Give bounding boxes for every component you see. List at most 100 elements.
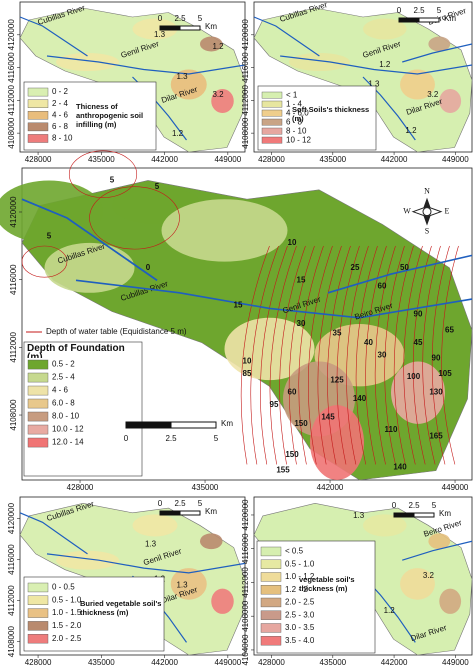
unit-label: 1.3 [353, 511, 365, 520]
unit-label: 1.2 [212, 42, 224, 51]
class-patch [132, 18, 178, 40]
contour-label: 95 [270, 400, 279, 409]
water-table-contour [412, 245, 432, 465]
water-table-contour [298, 245, 324, 465]
legend-label: 0.5 - 2 [52, 360, 75, 369]
scale-bar [179, 25, 201, 31]
legend-label: 6 - 8 [286, 117, 303, 126]
legend-title-text: Depth of Foundation (m) [27, 344, 125, 358]
y-tick-label: 4112000 [7, 585, 16, 616]
y-tick-label: 4116000 [7, 544, 16, 575]
scale-label: 2.5 [165, 434, 177, 443]
scale-label: 0 [158, 14, 163, 23]
x-tick-label: 442000 [151, 155, 178, 164]
legend-label: 2.5 - 3.0 [285, 610, 315, 619]
legend-swatch [27, 359, 49, 370]
legend-label: 3.5 - 4.0 [285, 636, 315, 645]
scale-label: 5 [214, 434, 219, 443]
contour-label: 5 [110, 176, 115, 185]
contour-label: 110 [385, 425, 398, 434]
water-table-contour [346, 245, 369, 465]
class-patch [292, 236, 382, 287]
water-table-contour [365, 245, 387, 465]
water-table-contour [431, 245, 450, 465]
legend-label: 0.5 - 1.0 [285, 559, 315, 568]
y-tick-label: 4108000 [7, 117, 16, 149]
water-table-contour [317, 245, 342, 465]
y-tick-label: 4108000 [241, 117, 250, 149]
legend-label: 2 - 4 [52, 99, 69, 108]
water-table-contour [308, 245, 333, 465]
scale-label: 2.5 [408, 501, 420, 510]
scale-unit: Km [205, 22, 217, 31]
x-tick-label: 449000 [442, 483, 469, 492]
water-table-contour [374, 245, 396, 465]
line-legend-label: Depth of water table (Equidistance 5 m) [46, 327, 187, 336]
x-tick-label: 449000 [442, 155, 469, 164]
scale-bar [159, 25, 181, 31]
legend-label: 3.0 - 3.5 [285, 623, 315, 632]
scale-label: 0 [392, 501, 397, 510]
x-tick-label: 435000 [88, 658, 115, 667]
legend-label: 8.0 - 10 [52, 412, 80, 421]
legend-title: Thicness of anthropogenic soil infilling… [76, 102, 143, 129]
y-tick-label: 4108000 [241, 600, 250, 632]
scale-bar [125, 421, 172, 429]
x-tick-label: 435000 [192, 483, 219, 492]
river [46, 55, 246, 75]
river [46, 553, 246, 574]
water-table-contour [422, 245, 441, 465]
legend-label: 10.0 - 12 [52, 425, 84, 434]
scale-label: 0 [158, 499, 163, 508]
x-tick-label: 435000 [88, 155, 115, 164]
scale-label: 5 [432, 501, 437, 510]
class-patch [200, 36, 223, 52]
water-table-contour [21, 245, 68, 278]
legend-swatch [27, 608, 49, 618]
river [21, 198, 158, 281]
scale-label: 2.5 [174, 14, 186, 23]
legend-swatch [260, 623, 282, 633]
x-tick-label: 449000 [442, 658, 469, 667]
y-tick-label: 4116000 [9, 264, 18, 295]
y-tick-label: 4116000 [7, 52, 16, 83]
contour-label: 0 [146, 263, 151, 272]
y-tick-label: 4120000 [9, 196, 18, 228]
river [327, 254, 473, 294]
legend-title-text: vegetable soil's thickness (m) [299, 574, 355, 593]
class-patch [170, 568, 207, 600]
contour-label: 145 [321, 413, 335, 422]
scale-label: 5 [437, 6, 442, 15]
x-tick-label: 435000 [319, 155, 346, 164]
legend-swatch [27, 424, 49, 435]
legend-swatch [27, 582, 49, 593]
y-tick-label: 4120000 [7, 19, 16, 51]
scale-bar [393, 512, 415, 518]
y-tick-label: 4120000 [7, 502, 16, 534]
legend-label: 1 - 4 [286, 99, 303, 108]
scale-unit: Km [221, 419, 233, 428]
water-table-contour [441, 245, 459, 465]
contour-label: 10 [288, 238, 297, 247]
contour-label: 25 [351, 263, 360, 272]
y-tick-label: 4112000 [9, 332, 18, 363]
legend-swatch [260, 572, 282, 582]
y-tick-label: 4120000 [241, 499, 250, 531]
legend-label: 2.0 - 2.5 [285, 598, 315, 607]
legend-label: 4 - 6 [52, 386, 69, 395]
class-patch [439, 89, 462, 113]
legend-swatch [260, 636, 282, 646]
legend-label: 0.5 - 1.0 [52, 595, 82, 604]
legend-swatch [27, 437, 49, 448]
unit-label: 1.2 [384, 606, 396, 615]
y-tick-label: 4112000 [241, 85, 250, 116]
contour-label: 150 [285, 450, 299, 459]
contour-label: 100 [407, 372, 421, 381]
class-patch [224, 317, 315, 381]
legend-swatch [27, 372, 49, 383]
scale-label: 2.5 [174, 499, 186, 508]
legend-swatch [260, 546, 282, 557]
